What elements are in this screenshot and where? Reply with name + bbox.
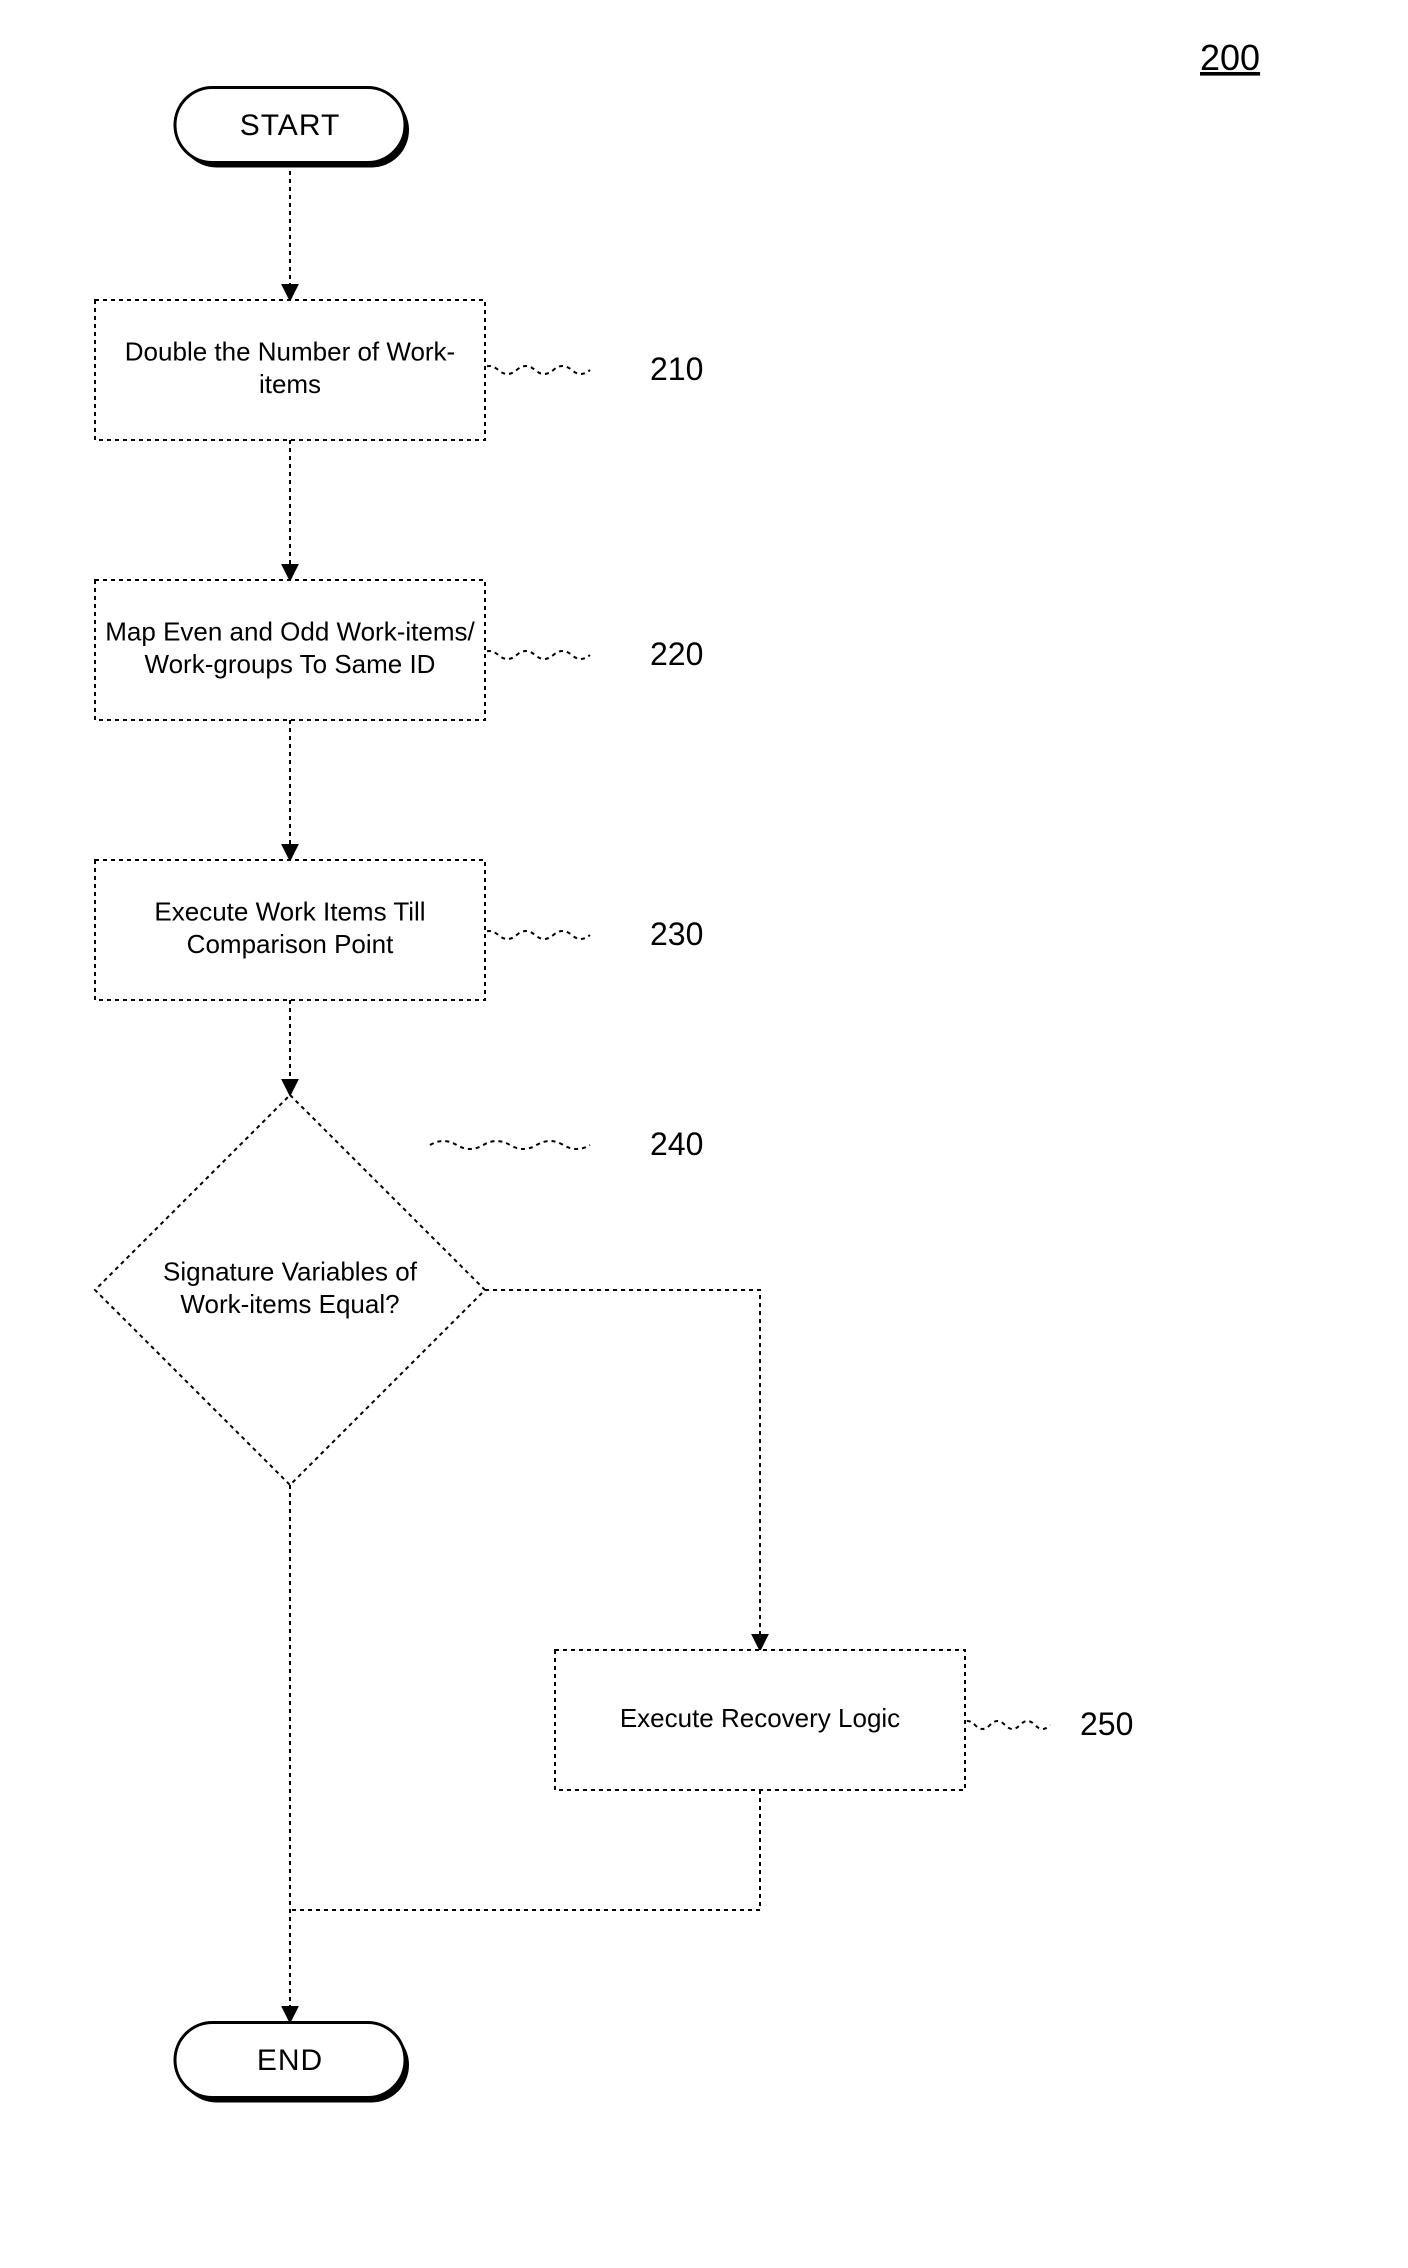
svg-text:END: END xyxy=(257,2044,323,2077)
svg-text:Execute Recovery Logic: Execute Recovery Logic xyxy=(620,1703,900,1733)
svg-text:Work-items Equal?: Work-items Equal? xyxy=(180,1289,399,1319)
figure-label: 200 xyxy=(1200,37,1260,78)
leader xyxy=(430,1141,590,1149)
svg-text:Work-groups To Same ID: Work-groups To Same ID xyxy=(145,649,436,679)
node-n230: Execute Work Items TillComparison Point xyxy=(95,860,485,1000)
svg-text:Double the Number of Work-: Double the Number of Work- xyxy=(125,337,455,367)
svg-text:START: START xyxy=(240,109,341,142)
leader xyxy=(480,651,590,659)
leader xyxy=(960,1721,1050,1729)
ref-n240: 240 xyxy=(650,1126,703,1162)
svg-text:Map Even and Odd Work-items/: Map Even and Odd Work-items/ xyxy=(105,617,475,647)
node-n250: Execute Recovery Logic xyxy=(555,1650,965,1790)
edge xyxy=(290,1790,760,1910)
leader xyxy=(480,366,590,374)
svg-text:Execute Work Items Till: Execute Work Items Till xyxy=(154,897,425,927)
ref-n210: 210 xyxy=(650,351,703,387)
node-n220: Map Even and Odd Work-items/Work-groups … xyxy=(95,580,485,720)
ref-n230: 230 xyxy=(650,916,703,952)
node-n210: Double the Number of Work-items xyxy=(95,300,485,440)
svg-text:Comparison Point: Comparison Point xyxy=(187,929,394,959)
node-n240: Signature Variables ofWork-items Equal? xyxy=(95,1095,485,1485)
leader xyxy=(480,931,590,939)
svg-text:Signature Variables of: Signature Variables of xyxy=(163,1257,418,1287)
node-start: START xyxy=(175,88,409,168)
node-end: END xyxy=(175,2023,409,2103)
edge xyxy=(485,1290,760,1650)
ref-n250: 250 xyxy=(1080,1706,1133,1742)
svg-text:items: items xyxy=(259,369,321,399)
ref-n220: 220 xyxy=(650,636,703,672)
